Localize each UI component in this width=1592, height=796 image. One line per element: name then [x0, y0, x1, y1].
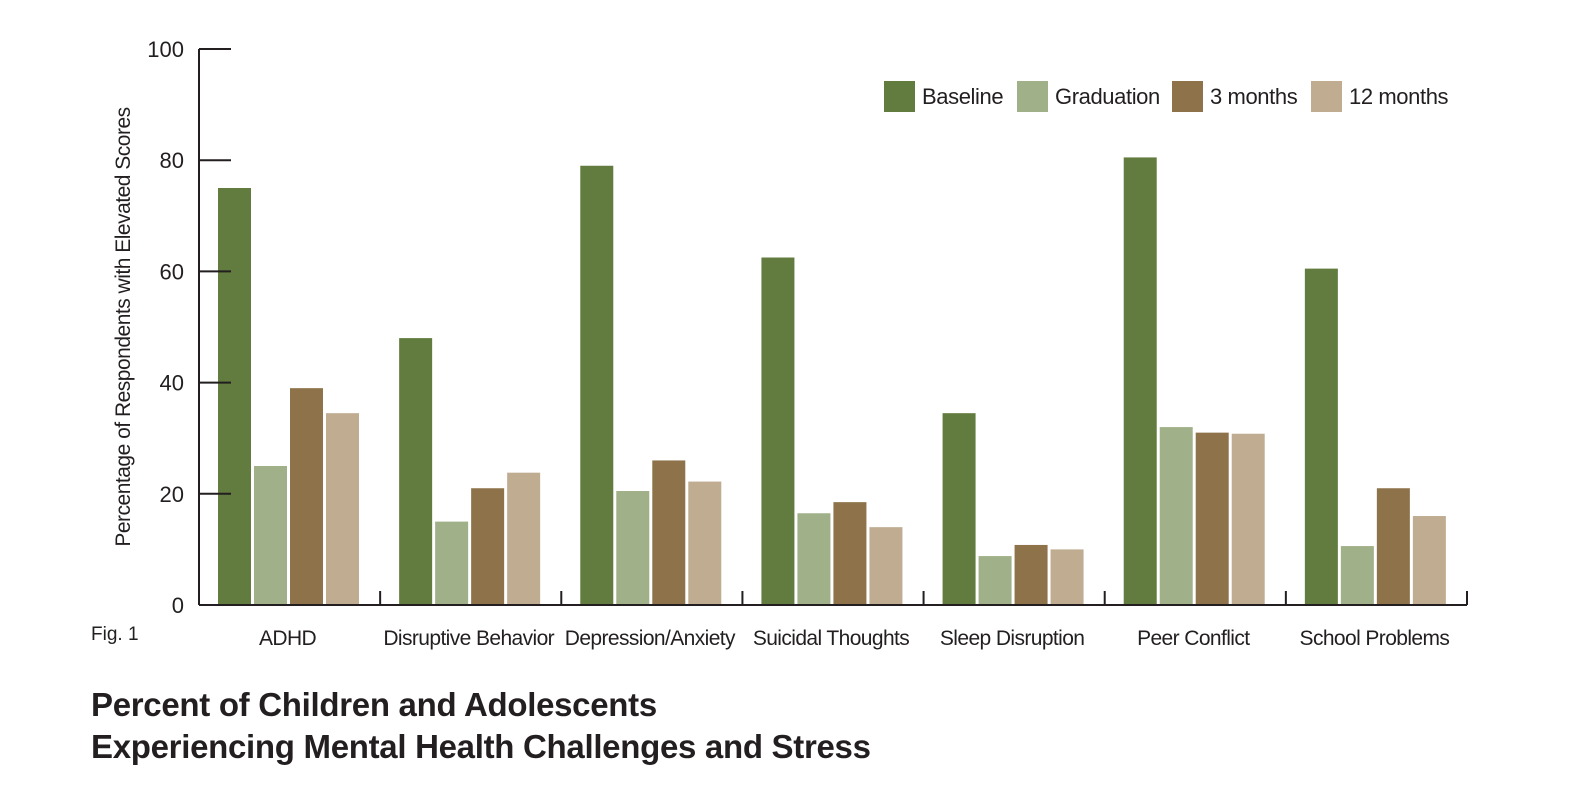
- bar-3-months-3: [833, 502, 867, 605]
- x-category-label-3: Suicidal Thoughts: [753, 627, 909, 650]
- x-category-label-4: Sleep Disruption: [940, 627, 1085, 650]
- bar-12-months-3: [869, 527, 903, 605]
- bar-baseline-1: [399, 338, 433, 605]
- legend-swatch-3-months: [1172, 81, 1203, 112]
- bar-baseline-6: [1304, 268, 1338, 605]
- bar-baseline-5: [1123, 157, 1157, 606]
- bar-baseline-4: [942, 413, 976, 605]
- bar-12-months-4: [1050, 549, 1084, 605]
- legend-label-graduation: Graduation: [1055, 84, 1160, 109]
- y-tick-label-100: 100: [147, 37, 184, 62]
- bar-graduation-6: [1340, 546, 1374, 605]
- legend-swatch-baseline: [884, 81, 915, 112]
- x-category-label-0: ADHD: [259, 627, 317, 650]
- bar-baseline-2: [580, 165, 614, 605]
- bar-baseline-0: [218, 188, 251, 605]
- bar-graduation-4: [978, 556, 1012, 605]
- legend-label-3-months: 3 months: [1210, 84, 1298, 109]
- legend-label-baseline: Baseline: [922, 84, 1003, 109]
- y-tick-label-20: 20: [160, 482, 184, 507]
- bar-3-months-6: [1376, 488, 1410, 605]
- bar-chart: 0 20 40 60 80 100 ADHD Disruptive Behavior Depre…: [112, 37, 1468, 650]
- bar-12-months-2: [688, 481, 722, 605]
- y-tick-label-60: 60: [160, 259, 184, 284]
- legend-swatch-12-months: [1311, 81, 1342, 112]
- y-tick-label-80: 80: [160, 148, 184, 173]
- chart-title: Percent of Children and Adolescents Expe…: [91, 684, 871, 768]
- y-tick-label-0: 0: [172, 593, 184, 618]
- bar-graduation-1: [435, 521, 469, 605]
- bar-baseline-3: [761, 257, 795, 605]
- bar-3-months-2: [652, 460, 686, 605]
- bar-graduation-2: [616, 491, 650, 605]
- bar-12-months-1: [507, 472, 541, 605]
- bar-3-months-1: [471, 488, 505, 605]
- bar-graduation-5: [1159, 427, 1193, 605]
- x-category-label-2: Depression/Anxiety: [565, 627, 736, 650]
- bar-graduation-0: [254, 466, 287, 605]
- bar-3-months-5: [1195, 432, 1229, 605]
- bar-3-months-4: [1014, 544, 1048, 605]
- bar-12-months-5: [1231, 433, 1265, 605]
- bar-12-months-6: [1412, 516, 1446, 605]
- bar-graduation-3: [797, 513, 831, 605]
- x-category-label-5: Peer Conflict: [1137, 627, 1250, 650]
- bar-12-months-0: [326, 413, 359, 605]
- x-category-label-6: School Problems: [1300, 627, 1450, 650]
- figure-label: Fig. 1: [91, 624, 139, 645]
- legend-label-12-months: 12 months: [1349, 84, 1449, 109]
- chart-title-line-1: Percent of Children and Adolescents: [91, 686, 657, 723]
- chart-title-line-2: Experiencing Mental Health Challenges an…: [91, 728, 871, 765]
- x-category-label-1: Disruptive Behavior: [383, 627, 554, 650]
- y-tick-label-40: 40: [160, 371, 184, 396]
- bar-3-months-0: [290, 388, 323, 605]
- legend-swatch-graduation: [1017, 81, 1048, 112]
- y-axis-title: Percentage of Respondents with Elevated …: [112, 107, 135, 546]
